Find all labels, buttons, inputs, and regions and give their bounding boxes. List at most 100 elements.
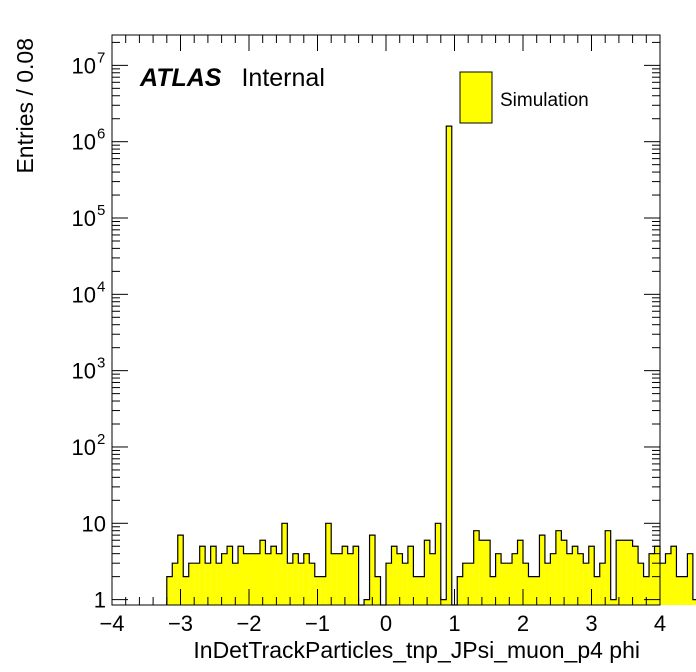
- x-tick-label: 3: [585, 611, 597, 636]
- axis-ticks: [111, 35, 661, 605]
- histogram-bar: [287, 563, 293, 605]
- x-tick-labels: −4 −3 −2 −1 0 1 2 3 4: [99, 611, 666, 636]
- histogram-bar: [621, 540, 628, 605]
- histogram-bar: [265, 553, 271, 605]
- histogram-bar: [199, 546, 206, 605]
- legend-entry-simulation: Simulation: [500, 90, 589, 111]
- x-tick-label: −1: [305, 611, 330, 636]
- y-tick-exponent: 5: [97, 202, 105, 219]
- histogram-bar: [221, 553, 228, 605]
- y-tick-label: 10: [72, 206, 96, 231]
- histogram-bar: [188, 563, 195, 605]
- y-tick-exponent: 3: [97, 355, 105, 372]
- histogram-bar: [654, 546, 660, 605]
- histogram-bar: [588, 546, 595, 605]
- x-axis-title: InDetTrackParticles_tnp_JPsi_muon_p4 phi: [193, 637, 640, 663]
- histogram-bar: [517, 540, 523, 605]
- histogram-bar: [177, 535, 184, 605]
- histogram-bar: [550, 553, 556, 605]
- histogram-bar: [353, 546, 359, 605]
- histogram-bar: [391, 546, 397, 605]
- histogram-bar: [627, 540, 633, 605]
- histogram-bar: [594, 576, 600, 605]
- histogram-bar: [369, 535, 376, 605]
- y-axis-title: Entries / 0.08: [12, 38, 38, 174]
- plot-frame: [111, 34, 661, 606]
- histogram-bar: [473, 530, 480, 605]
- histogram-bar: [435, 523, 441, 605]
- histogram-bar: [205, 563, 211, 605]
- y-tick-label: 10: [72, 359, 96, 384]
- histogram-bar: [331, 553, 337, 605]
- histogram-bar: [375, 576, 381, 605]
- histogram-bar: [446, 126, 452, 606]
- x-tick-label: 0: [380, 611, 392, 636]
- histogram-bars: [166, 125, 696, 606]
- y-tick-exponent: 7: [97, 49, 105, 66]
- histogram-outline: [166, 125, 696, 606]
- histogram-bar: [243, 553, 249, 605]
- histogram-bar: [238, 546, 244, 605]
- histogram-bar: [413, 576, 419, 605]
- histogram-bar: [276, 553, 282, 605]
- histogram-bar: [479, 540, 485, 605]
- legend-swatch: [459, 71, 493, 124]
- histogram-bar: [270, 546, 277, 605]
- x-tick-label: 2: [517, 611, 529, 636]
- x-tick-label: −3: [168, 611, 193, 636]
- histogram-bar: [610, 599, 617, 605]
- histogram-bar: [440, 599, 447, 605]
- histogram-bar: [506, 563, 513, 605]
- histogram-bar: [676, 576, 682, 605]
- histogram-bar: [616, 540, 622, 605]
- experiment-label: ATLAS Internal: [139, 64, 325, 92]
- histogram-bar: [336, 553, 343, 605]
- y-tick-exponent: 6: [97, 126, 105, 143]
- histogram-bar: [528, 576, 534, 605]
- histogram-bar: [172, 563, 178, 605]
- histogram-bar: [484, 540, 491, 605]
- histogram-bar: [249, 553, 255, 605]
- histogram-bar: [254, 553, 260, 605]
- histogram-bar: [298, 563, 304, 605]
- x-tick-label: −2: [236, 611, 261, 636]
- atlas-label: ATLAS: [139, 64, 222, 92]
- histogram-bar: [572, 546, 578, 605]
- y-tick-label: 10: [72, 53, 96, 78]
- y-tick-label: 1: [94, 588, 106, 613]
- histogram-bar: [292, 553, 299, 605]
- histogram-bar: [687, 553, 693, 605]
- histogram-bar: [232, 563, 239, 605]
- histogram-bar: [166, 576, 173, 605]
- histogram-bar: [309, 563, 315, 605]
- histogram-bar: [490, 576, 496, 605]
- y-tick-exponent: 4: [97, 278, 105, 295]
- histogram-bar: [418, 576, 425, 605]
- histogram-bar: [424, 540, 430, 605]
- histogram-bar: [320, 576, 326, 605]
- histogram-bar: [692, 599, 696, 605]
- histogram-bar: [670, 546, 677, 605]
- histogram-bar: [396, 553, 403, 605]
- histogram-bar: [402, 563, 408, 605]
- histogram-bar: [227, 546, 233, 605]
- x-tick-label: 4: [654, 611, 666, 636]
- histogram-bar: [364, 599, 370, 605]
- status-label: Internal: [241, 64, 324, 92]
- histogram-bar: [544, 563, 551, 605]
- histogram-bar: [259, 540, 266, 605]
- y-tick-label: 10: [72, 435, 96, 460]
- x-tick-label: 1: [448, 611, 460, 636]
- histogram-bar: [347, 553, 354, 605]
- histogram-bar: [533, 576, 540, 605]
- histogram-bar: [523, 563, 529, 605]
- histogram-bar: [649, 553, 655, 605]
- legend: Simulation: [459, 71, 589, 124]
- histogram-bar: [407, 546, 414, 605]
- histogram-bar: [638, 563, 644, 605]
- histogram-bar: [632, 546, 639, 605]
- histogram-bar: [210, 546, 217, 605]
- histogram-bar: [665, 553, 671, 605]
- histogram-bar: [566, 553, 573, 605]
